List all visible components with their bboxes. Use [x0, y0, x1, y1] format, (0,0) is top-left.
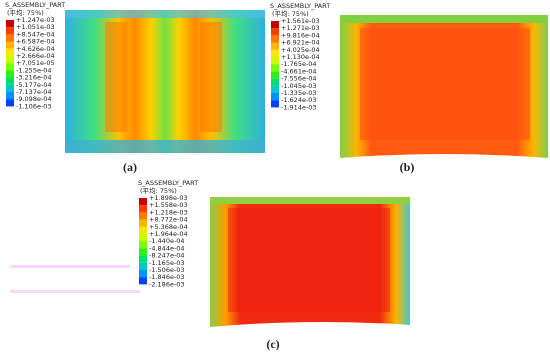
legend-swatch	[271, 28, 279, 36]
legend-swatch	[139, 241, 147, 249]
legend-swatch	[271, 35, 279, 43]
legend-label: -1.335e-03	[281, 89, 317, 97]
legend-label: +1.218e-03	[149, 208, 188, 216]
legend-label: -3.216e-04	[16, 74, 52, 82]
legend-swatch	[271, 78, 279, 86]
legend-swatch	[6, 48, 14, 56]
legend-swatch	[139, 219, 147, 227]
legend-label: -1.255e-04	[16, 66, 52, 74]
legend-swatch	[271, 93, 279, 101]
legend-label: +6.587e-04	[16, 38, 55, 46]
legend-subtitle: (平均: 75%)	[7, 8, 44, 17]
legend-swatch	[271, 85, 279, 93]
legend-label: +4.626e-04	[16, 45, 55, 53]
panel-label: (b)	[400, 160, 415, 174]
legend-label: -1.506e-03	[149, 266, 185, 274]
legend-label: +7.051e-05	[16, 59, 55, 67]
legend-label: -8.247e-04	[149, 252, 185, 260]
legend-label: +9.816e-04	[281, 31, 320, 39]
legend-label: +5.368e-04	[149, 223, 188, 231]
legend-label: -1.106e-03	[16, 102, 52, 110]
legend-swatch	[6, 20, 14, 28]
legend-swatch	[6, 41, 14, 49]
legend-swatch	[271, 42, 279, 50]
legend-swatch	[139, 234, 147, 242]
legend-swatch	[6, 63, 14, 71]
legend-label: +6.921e-04	[281, 39, 320, 47]
legend-label: +1.130e-04	[281, 53, 320, 61]
legend-swatch	[6, 27, 14, 35]
legend-label: -1.846e-03	[149, 273, 185, 281]
legend-label: -4.661e-04	[281, 67, 317, 75]
legend-label: -2.186e-03	[149, 280, 185, 288]
legend-label: -9.098e-04	[16, 95, 52, 103]
legend-label: +1.247e-03	[16, 16, 55, 24]
legend-label: -4.844e-04	[149, 244, 185, 252]
legend-swatch	[6, 56, 14, 64]
legend-label: -1.914e-03	[281, 103, 317, 111]
legend-label: +1.271e-03	[281, 24, 320, 32]
legend-swatch	[271, 57, 279, 65]
legend-swatch	[6, 99, 14, 107]
legend-swatch	[271, 49, 279, 57]
legend-swatch	[6, 34, 14, 42]
legend-title: S_ASSEMBLY_PART	[270, 2, 330, 10]
legend-label: -1.765e-04	[281, 60, 317, 68]
legend-label: +1.898e-03	[149, 194, 188, 202]
legend-label: +1.964e-04	[149, 230, 188, 238]
legend-swatch	[6, 77, 14, 85]
legend-swatch	[271, 64, 279, 72]
legend-swatch	[139, 270, 147, 278]
legend-label: -1.045e-03	[281, 82, 317, 90]
legend-subtitle: (平均: 75%)	[140, 186, 177, 195]
contour-a	[65, 10, 265, 153]
legend-label: -7.137e-04	[16, 88, 52, 96]
legend-swatch	[6, 92, 14, 100]
legend-swatch	[139, 248, 147, 256]
panel-label: (c)	[266, 337, 279, 351]
legend-label: +2.666e-04	[16, 52, 55, 60]
legend-swatch	[139, 255, 147, 263]
legend-swatch	[139, 198, 147, 206]
contour-c	[10, 197, 410, 327]
legend-swatch	[139, 262, 147, 270]
legend-swatch	[271, 21, 279, 29]
legend-label: -1.165e-03	[149, 259, 185, 267]
legend-swatch	[271, 71, 279, 79]
legend-swatch	[139, 226, 147, 234]
legend-label: -5.177e-04	[16, 81, 52, 89]
legend-subtitle: (平均: 75%)	[272, 9, 309, 18]
legend-label: +8.772e-04	[149, 216, 188, 224]
legend-label: +1.051e-03	[16, 23, 55, 31]
legend-label: +4.025e-04	[281, 46, 320, 54]
legend-label: +1.561e-03	[281, 17, 320, 25]
legend-label: +8.547e-04	[16, 30, 55, 38]
legend-label: -1.440e-04	[149, 237, 185, 245]
legend-swatch	[271, 100, 279, 108]
panel-label: (a)	[123, 160, 137, 174]
legend-title: S_ASSEMBLY_PART	[5, 1, 65, 9]
legend-label: -1.624e-03	[281, 96, 317, 104]
legend-swatch	[6, 70, 14, 78]
legend-title: S_ASSEMBLY_PART	[138, 179, 198, 187]
legend-swatch	[139, 205, 147, 213]
legend-label: +1.558e-03	[149, 201, 188, 209]
legend-swatch	[6, 84, 14, 92]
contour-b	[340, 15, 548, 158]
legend-swatch	[139, 212, 147, 220]
legend-swatch	[139, 277, 147, 285]
legend-label: -7.556e-04	[281, 75, 317, 83]
